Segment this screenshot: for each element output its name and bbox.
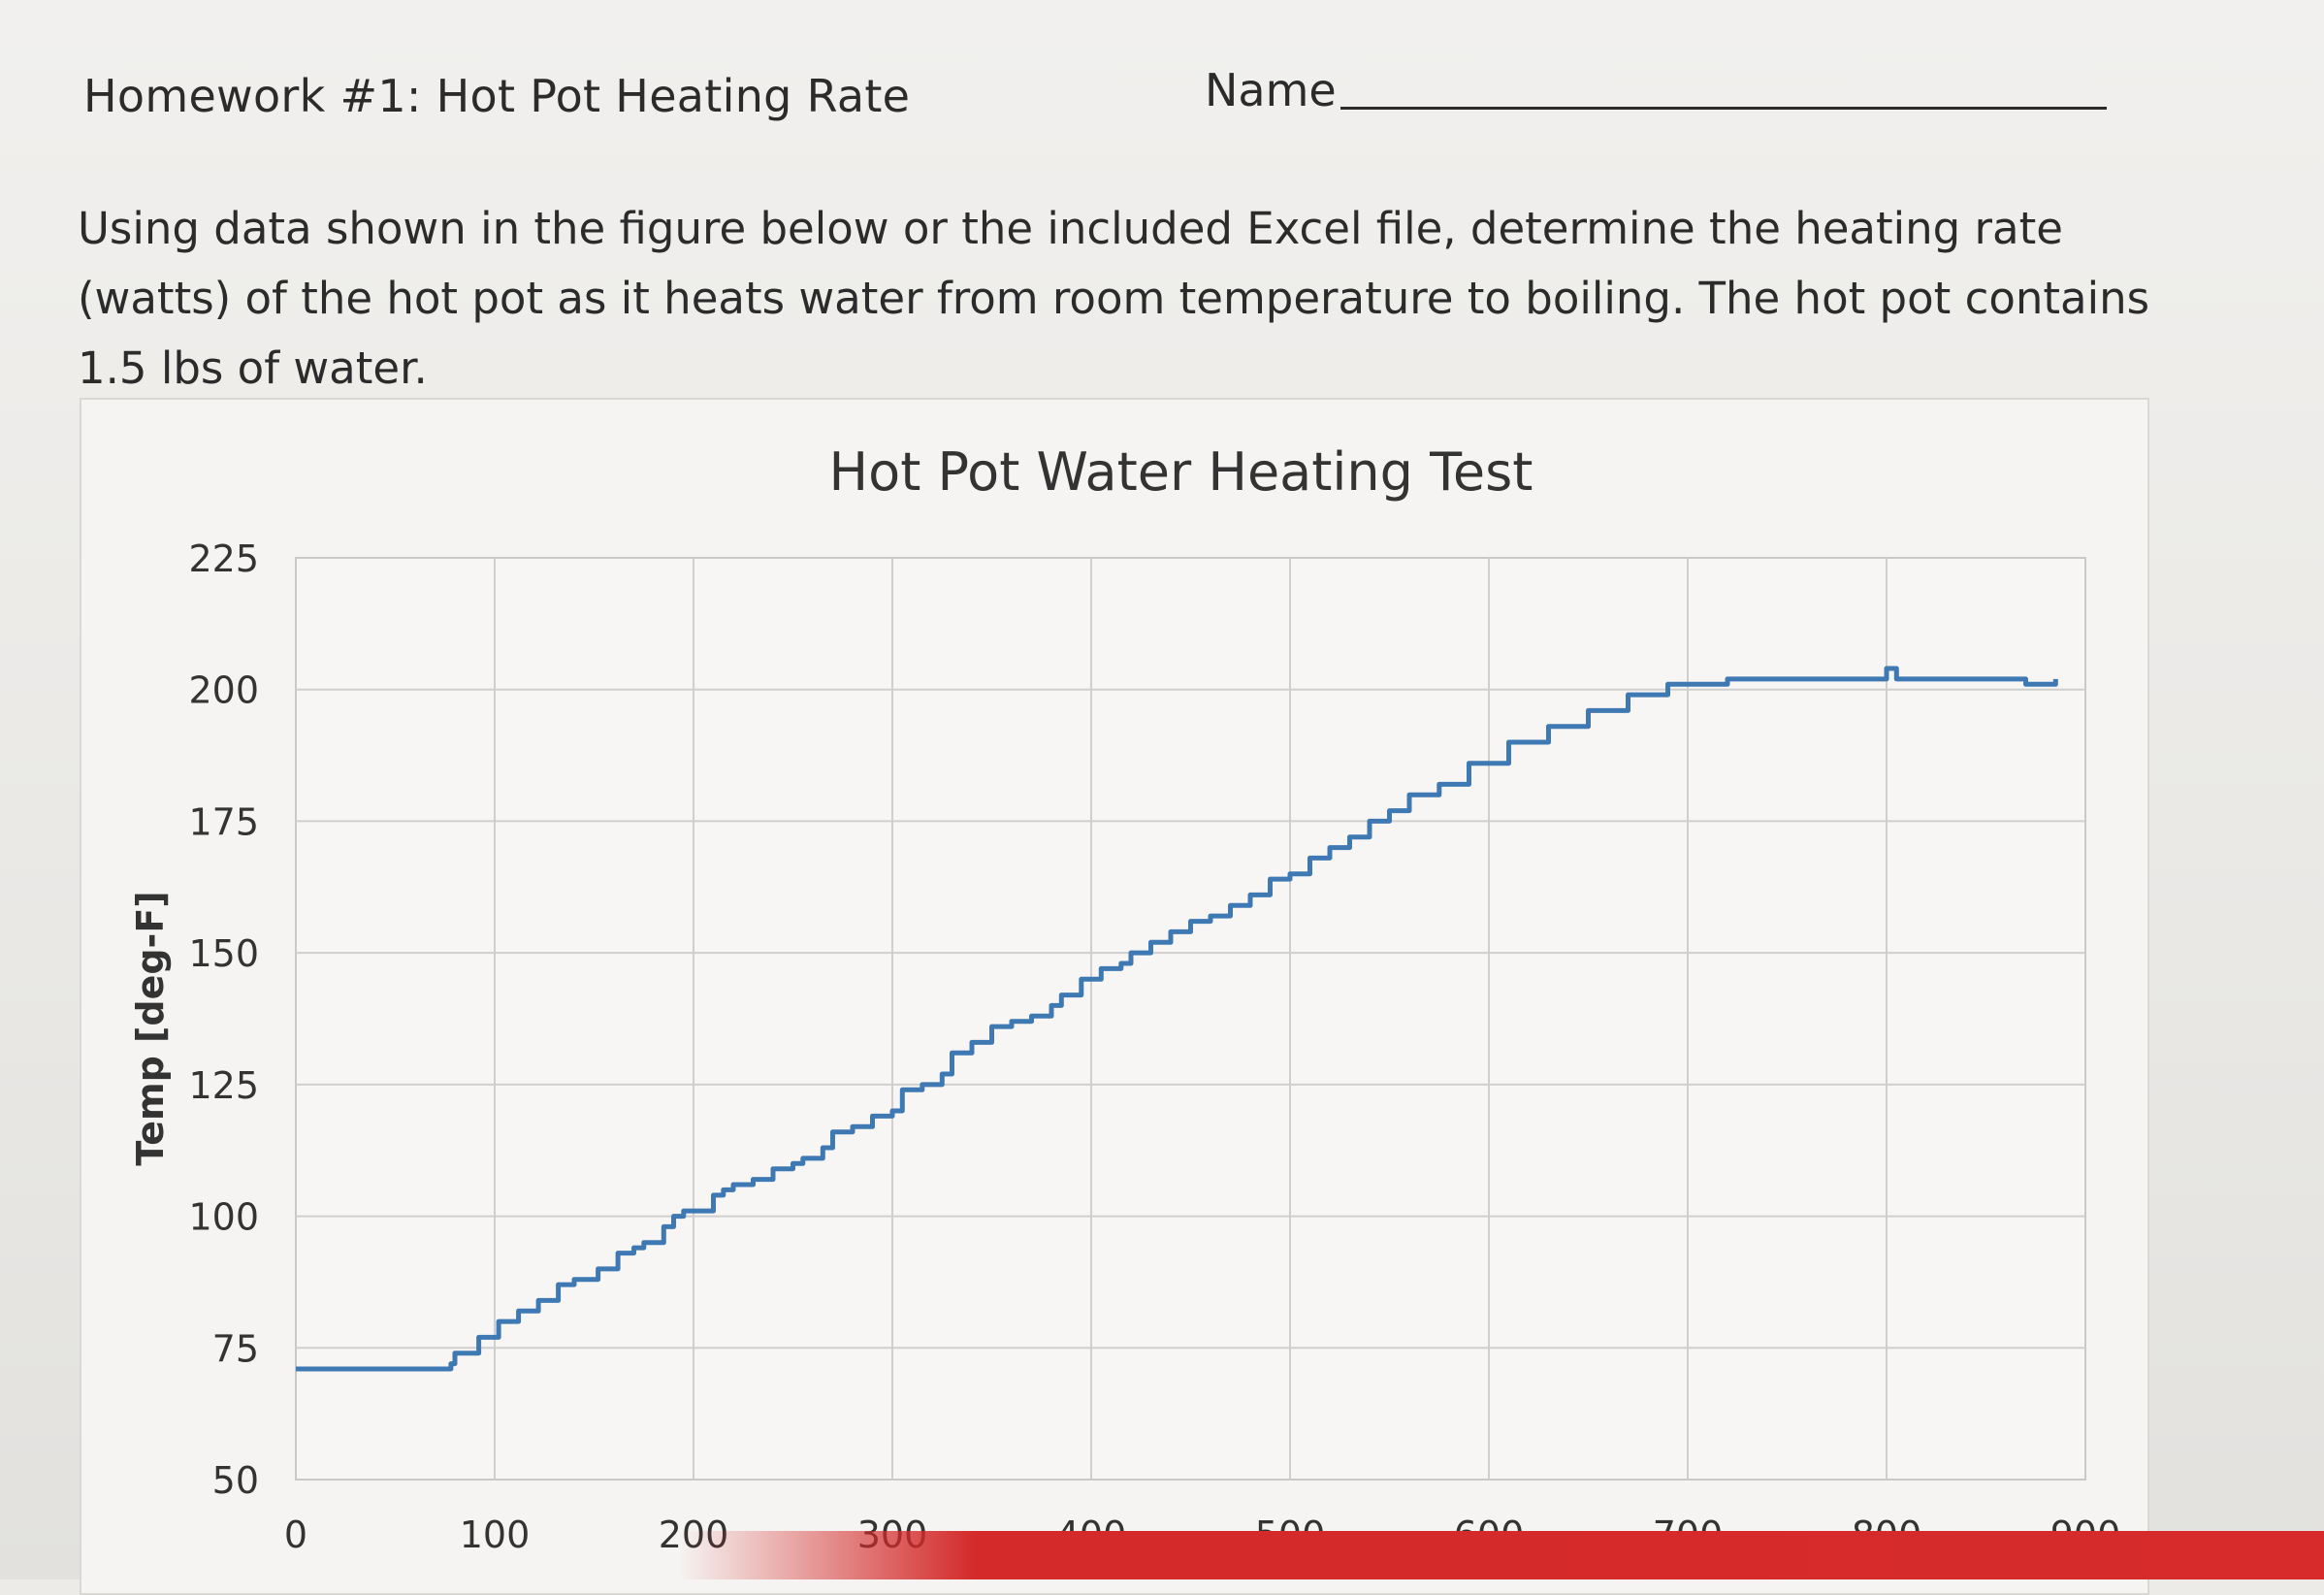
red-binder-edge (679, 1531, 2324, 1579)
temperature-series-line (296, 666, 2058, 1372)
problem-line-2: (watts) of the hot pot as it heats water… (78, 273, 2150, 324)
y-tick-label: 100 (188, 1196, 259, 1239)
problem-line-3: 1.5 lbs of water. (78, 342, 428, 394)
x-tick-label: 0 (284, 1514, 307, 1556)
y-tick-label: 125 (188, 1064, 259, 1107)
y-tick-label: 150 (188, 932, 259, 975)
name-blank-line (1340, 107, 2107, 110)
y-axis-label: Temp [deg-F] (129, 891, 172, 1165)
x-tick-label: 100 (460, 1514, 531, 1556)
plot-area (295, 557, 2086, 1481)
y-tick-label: 75 (212, 1327, 259, 1370)
chart-title: Hot Pot Water Heating Test (829, 441, 1533, 503)
y-tick-label: 175 (188, 800, 259, 843)
y-tick-label: 200 (188, 669, 259, 712)
homework-title: Homework #1: Hot Pot Heating Rate (83, 70, 911, 122)
y-tick-label: 225 (188, 537, 259, 580)
y-tick-label: 50 (212, 1459, 259, 1502)
problem-line-1: Using data shown in the figure below or … (78, 203, 2063, 254)
name-label: Name (1205, 64, 1337, 116)
problem-statement: Using data shown in the figure below or … (78, 194, 2163, 404)
